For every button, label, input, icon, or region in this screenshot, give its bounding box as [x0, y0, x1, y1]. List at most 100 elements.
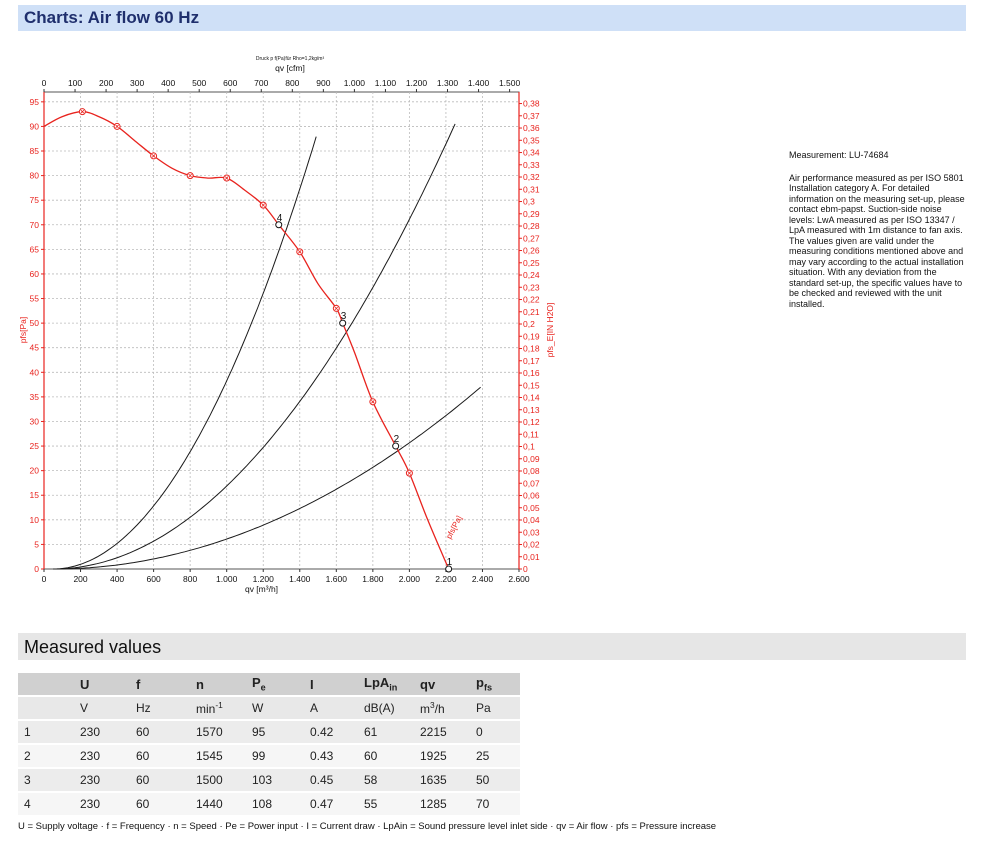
- x-tick-label: 1.200: [253, 574, 275, 584]
- x-tick-label: 2.000: [399, 574, 421, 584]
- table-cell-text: 1500: [196, 773, 223, 787]
- table-cell-text: 230: [80, 749, 101, 763]
- page-title: Charts: Air flow 60 Hz: [24, 8, 200, 27]
- header-cell-text: qv: [420, 676, 436, 692]
- table-cell-text: 1285: [420, 797, 447, 811]
- table-cell: 1570: [190, 720, 246, 745]
- operating-point-label: 3: [341, 311, 347, 322]
- y-right-tick-label: 0,34: [523, 148, 540, 158]
- unit-cell-text: Pa: [476, 701, 491, 715]
- table-cell-text: 2215: [420, 725, 447, 739]
- table-cell: 0: [470, 720, 520, 745]
- table-cell: 0.43: [304, 744, 358, 769]
- table-cell-text: 108: [252, 797, 273, 811]
- table-cell-text: 1: [24, 725, 31, 739]
- table-cell-text: 0.45: [310, 773, 334, 787]
- header-cell-text: LpA: [364, 675, 390, 691]
- x-top-tick-label: 800: [285, 78, 299, 88]
- table-cell: 1285: [414, 792, 470, 817]
- y-right-tick-label: 0,01: [523, 552, 540, 562]
- y-right-tick-label: 0,16: [523, 368, 540, 378]
- measurement-id: Measurement: LU-74684: [789, 150, 889, 160]
- y-tick-label: 35: [30, 392, 40, 402]
- table-cell: 230: [74, 792, 130, 817]
- y-tick-label: 60: [30, 269, 40, 279]
- x-tick-label: 400: [110, 574, 124, 584]
- y-right-tick-label: 0,3: [523, 197, 535, 207]
- curve-marker-cross: [407, 471, 412, 475]
- y-tick-label: 50: [30, 318, 40, 328]
- y-right-tick-label: 0,2: [523, 319, 535, 329]
- unit-cell-text: A: [310, 701, 319, 715]
- x-tick-label: 2.600: [508, 574, 530, 584]
- table-row: 2 230 60 1545 99 0.43 60 1925 25: [18, 744, 520, 769]
- y-tick-label: 75: [30, 195, 40, 205]
- x-top-tick-label: 700: [254, 78, 268, 88]
- table-cell: 1925: [414, 744, 470, 769]
- table-cell-text: 1635: [420, 773, 447, 787]
- system-curve-2: [53, 123, 456, 570]
- table-cell: 230: [74, 720, 130, 745]
- x-tick-label: 0: [42, 574, 47, 584]
- y-tick-label: 20: [30, 466, 40, 476]
- y-right-tick-label: 0,08: [523, 466, 540, 476]
- header-cell-text: U: [80, 676, 90, 692]
- header-cell-text: n: [196, 676, 204, 692]
- y-right-tick-label: 0,18: [523, 344, 540, 354]
- table-cell: 1: [18, 720, 74, 745]
- header-cell: pfs: [470, 673, 520, 697]
- table-row: 3 230 60 1500 103 0.45 58 1635 50: [18, 768, 520, 793]
- x-top-tick-label: 200: [99, 78, 113, 88]
- curve-marker-cross: [224, 176, 229, 180]
- x-tick-label: 1.600: [326, 574, 348, 584]
- table-cell-text: 60: [136, 797, 150, 811]
- table-cell-text: 60: [136, 725, 150, 739]
- x-top-tick-label: 1.500: [499, 78, 521, 88]
- table-cell: 0.42: [304, 720, 358, 745]
- y-tick-label: 80: [30, 171, 40, 181]
- x-tick-label: 1.000: [216, 574, 238, 584]
- operating-point-3: [339, 319, 347, 327]
- table-cell: 1635: [414, 768, 470, 793]
- y-right-tick-label: 0,09: [523, 454, 540, 464]
- y-right-tick-label: 0,19: [523, 331, 540, 341]
- y-right-tick-label: 0,26: [523, 246, 540, 256]
- header-cell-sub: in: [389, 682, 398, 693]
- table-cell-text: 0: [476, 725, 483, 739]
- curve-marker-cross: [334, 306, 339, 311]
- header-cell: Pe: [246, 673, 304, 697]
- header-cell-text: P: [252, 675, 261, 691]
- header-cell: I: [304, 673, 358, 697]
- y-right-tick-label: 0,15: [523, 380, 540, 390]
- header-cell: n: [190, 673, 246, 697]
- table-cell: 0.47: [304, 792, 358, 817]
- x-top-tick-label: 1.000: [344, 78, 366, 88]
- header-cell-text: p: [476, 675, 484, 691]
- table-cell: 2215: [414, 720, 470, 745]
- y-right-tick-label: 0,04: [523, 515, 540, 525]
- curve-marker-cross: [371, 400, 375, 404]
- y-tick-label: 40: [30, 367, 40, 377]
- table-cell-text: 0.47: [310, 797, 334, 811]
- y-tick-label: 85: [30, 146, 40, 156]
- y-tick-label: 10: [30, 515, 40, 525]
- y-tick-label: 90: [30, 121, 40, 131]
- x-tick-label: 2.400: [472, 574, 494, 584]
- x-tick-label: 2.200: [435, 574, 457, 584]
- unit-cell: [18, 696, 74, 721]
- x-top-tick-label: 1.300: [437, 78, 459, 88]
- table-cell-text: 1570: [196, 725, 223, 739]
- y-tick-label: 15: [30, 490, 40, 500]
- y-right-tick-label: 0,06: [523, 491, 540, 501]
- measured-values-title: Measured values: [24, 637, 162, 657]
- y-right-tick-label: 0,02: [523, 540, 540, 550]
- table-cell: 60: [130, 768, 190, 793]
- table-cell: 1440: [190, 792, 246, 817]
- table-row: 4 230 60 1440 108 0.47 55 1285 70: [18, 792, 520, 817]
- table-cell: 58: [358, 768, 414, 793]
- table-cell: 70: [470, 792, 520, 817]
- table-cell-text: 230: [80, 773, 101, 787]
- x-tick-label: 1.800: [362, 574, 384, 584]
- operating-point-label: 1: [447, 557, 453, 568]
- y-right-tick-label: 0,27: [523, 233, 540, 243]
